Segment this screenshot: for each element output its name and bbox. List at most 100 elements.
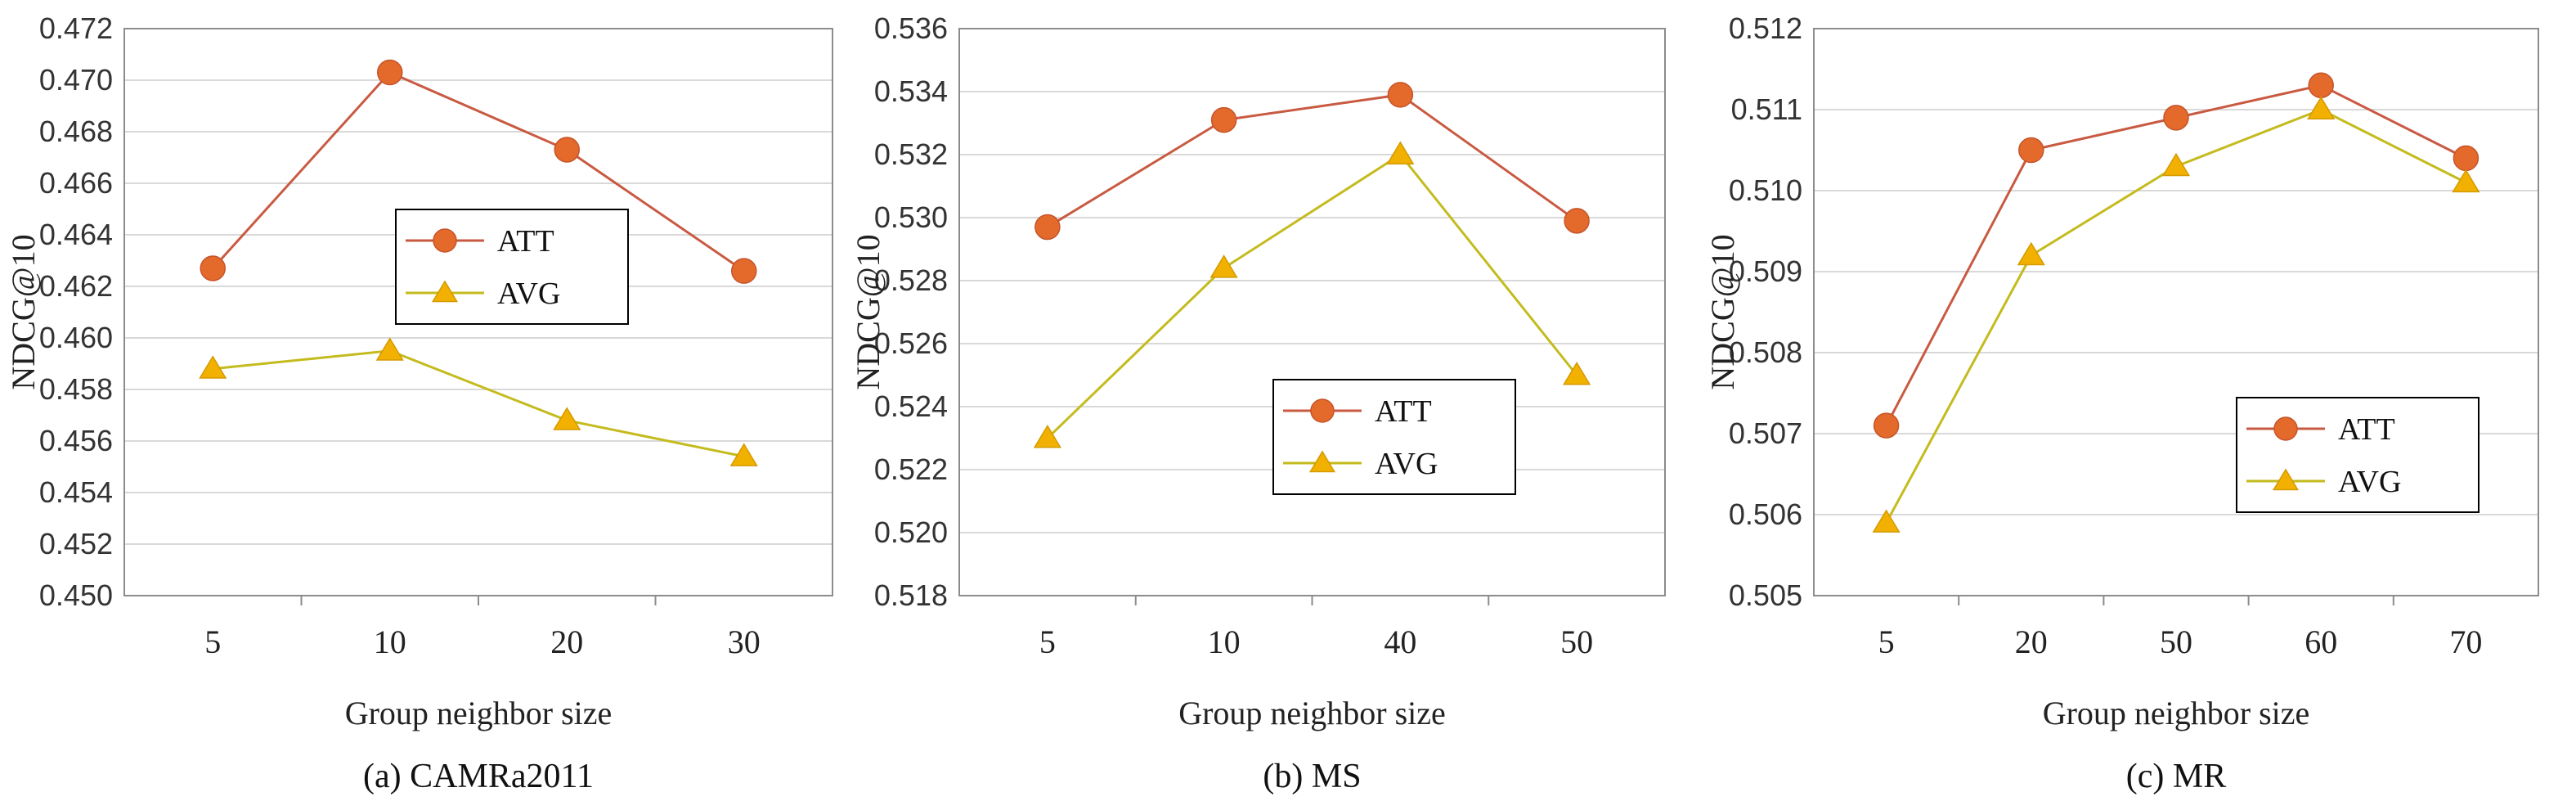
data-point-att [2453,145,2480,172]
y-tick-label: 0.466 [39,166,113,200]
y-tick-label: 0.524 [874,389,948,423]
legend-marker-avg [1308,450,1336,473]
data-point-att [200,255,226,281]
data-point-att [2163,105,2189,131]
panel-caption: (b) MS [1263,758,1361,795]
y-tick-label: 0.534 [874,74,948,108]
y-tick-label: 0.526 [874,326,948,360]
chart-panel-2: 0.518 0.520 0.522 0.524 0.526 0.528 0.530 0.532… [850,11,1666,795]
y-tick-label: 0.530 [874,200,948,234]
data-point-att [1873,412,1900,439]
legend-label-att: ATT [2338,412,2395,447]
y-tick-label: 0.464 [39,218,113,251]
legend: ATT AVG [1272,379,1516,495]
y-tick-label: 0.460 [39,321,113,354]
x-tick-label: 40 [1384,623,1416,660]
data-point-avg [1872,509,1901,533]
x-tick-label: 70 [2449,623,2482,660]
data-point-avg [1033,425,1061,448]
data-point-att [731,258,757,284]
legend-box [2236,397,2480,513]
panel-caption: (c) MR [2126,758,2226,795]
data-point-att [1387,82,1414,108]
y-tick-label: 0.458 [39,372,113,406]
data-point-avg [2017,241,2045,266]
legend-box [1272,379,1516,495]
y-tick-label: 0.512 [1729,11,1802,45]
legend-label-avg: AVG [1375,447,1438,481]
x-axis-title: Group neighbor size [2043,695,2310,731]
legend-label-avg: AVG [2338,465,2401,499]
y-tick-label: 0.450 [39,578,113,612]
x-tick-label: 30 [728,623,761,660]
y-axis-title: NDCG@10 [850,234,886,389]
legend-marker-att [1310,398,1335,423]
x-tick-label: 50 [1560,623,1593,660]
legend: ATT AVG [395,209,629,325]
y-tick-label: 0.520 [874,515,948,549]
legend-label-att: ATT [1375,394,1432,429]
data-point-avg [2452,169,2480,193]
y-tick-label: 0.518 [874,578,948,612]
legend-label-att: ATT [497,224,554,259]
x-tick-label: 20 [550,623,583,660]
x-tick-label: 60 [2304,623,2337,660]
data-point-avg [375,337,404,361]
y-tick-label: 0.505 [1729,578,1802,612]
series-line-att [1047,93,1577,228]
data-point-avg [2161,152,2191,177]
data-point-avg [199,355,227,379]
data-point-avg [2307,96,2336,119]
y-tick-label: 0.472 [39,11,113,45]
plot-frame [1813,28,2539,596]
legend-box [395,209,629,325]
legend-marker-att [2273,416,2298,441]
panel-caption: (a) CAMRa2011 [363,758,594,795]
data-point-att [2308,72,2334,99]
chart-panel-3: 0.505 0.506 0.507 0.508 0.509 0.510 0.511 0.512… [1704,11,2539,795]
series-line-att [212,70,745,272]
y-tick-label: 0.456 [39,424,113,457]
y-tick-label: 0.470 [39,63,113,97]
data-point-avg [1563,362,1591,385]
x-axis-title: Group neighbor size [345,695,613,731]
x-axis-title: Group neighbor size [1178,695,1446,731]
y-tick-label: 0.506 [1729,497,1802,531]
legend: ATT AVG [2236,397,2480,513]
y-tick-label: 0.509 [1729,254,1802,288]
legend-label-avg: AVG [497,277,560,311]
y-tick-label: 0.462 [39,269,113,303]
x-tick-label: 5 [1039,623,1056,660]
plot-frame [958,28,1666,596]
y-tick-label: 0.511 [1731,92,1802,126]
data-point-avg [729,443,758,466]
y-tick-label: 0.507 [1729,416,1802,450]
x-tick-label: 10 [374,623,406,660]
data-point-att [1034,214,1061,241]
data-point-att [377,59,403,86]
series-line-avg [1046,153,1578,439]
y-tick-label: 0.522 [874,452,948,486]
y-tick-label: 0.452 [39,527,113,560]
legend-marker-avg [2272,468,2300,491]
chart-panel-1: 0.450 0.452 0.454 0.456 0.458 0.460 0.462 0.464… [5,11,833,795]
data-point-avg [553,407,581,430]
data-point-att [1210,106,1237,133]
x-tick-label: 5 [1878,623,1895,660]
y-tick-label: 0.528 [874,263,948,297]
data-point-avg [1209,254,1238,278]
y-tick-label: 0.536 [874,11,948,45]
x-tick-label: 5 [204,623,221,660]
y-axis-title: NDCG@10 [5,234,42,389]
x-tick-label: 10 [1208,623,1241,660]
x-tick-label: 50 [2160,623,2192,660]
data-point-att [2018,137,2044,164]
y-tick-label: 0.468 [39,115,113,148]
y-tick-label: 0.454 [39,475,113,509]
series-line-avg [213,349,745,458]
y-tick-label: 0.532 [874,137,948,171]
x-tick-label: 20 [2015,623,2048,660]
legend-marker-avg [431,280,459,303]
y-axis-title: NDCG@10 [1704,234,1741,389]
